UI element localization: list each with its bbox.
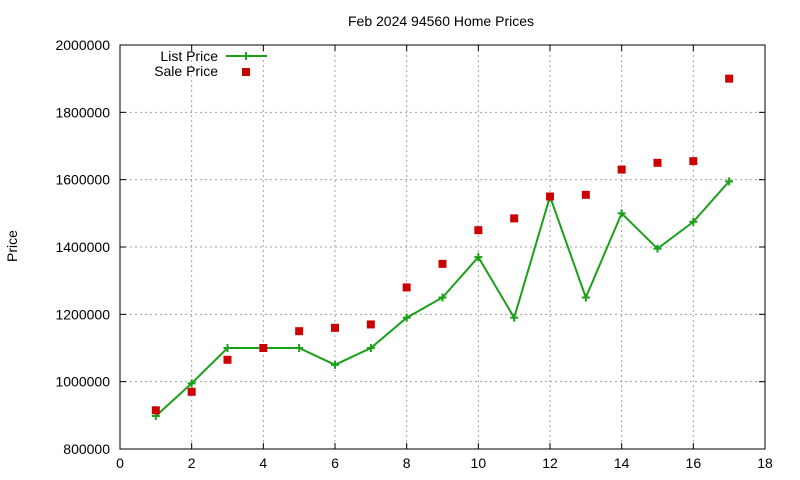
y-tick-label: 1800000 bbox=[55, 104, 110, 120]
y-tick-label: 1200000 bbox=[55, 306, 110, 322]
x-tick-label: 16 bbox=[686, 455, 702, 471]
x-tick-label: 8 bbox=[403, 455, 411, 471]
sale-price-point bbox=[402, 283, 411, 292]
chart-title: Feb 2024 94560 Home Prices bbox=[348, 13, 534, 29]
y-tick-label: 2000000 bbox=[55, 37, 110, 53]
list-price-point bbox=[331, 360, 339, 369]
y-tick-labels: 800000 1000000 1200000 1400000 1600000 180000… bbox=[55, 37, 110, 457]
x-tick-label: 6 bbox=[331, 455, 339, 471]
tick-marks bbox=[119, 44, 766, 450]
grid bbox=[120, 45, 765, 449]
legend-sample-list-price bbox=[226, 52, 267, 60]
sale-price-point bbox=[725, 74, 734, 83]
sale-price-point bbox=[474, 226, 483, 235]
sale-price-point bbox=[653, 158, 662, 167]
x-tick-label: 10 bbox=[471, 455, 487, 471]
x-tick-label: 14 bbox=[614, 455, 630, 471]
y-tick-label: 1600000 bbox=[55, 172, 110, 188]
sale-price-point bbox=[689, 157, 698, 166]
y-tick-label: 1400000 bbox=[55, 239, 110, 255]
series-layer bbox=[151, 74, 734, 421]
list-price-point bbox=[223, 344, 232, 352]
list-price-point bbox=[187, 379, 196, 388]
sale-price-point bbox=[546, 192, 554, 201]
list-price-point bbox=[689, 217, 698, 226]
sale-price-point bbox=[295, 327, 304, 336]
y-tick-label: 1000000 bbox=[55, 374, 110, 390]
list-price-point bbox=[581, 293, 590, 302]
list-price-point bbox=[617, 209, 626, 218]
list-price-point bbox=[725, 177, 734, 186]
x-tick-label: 4 bbox=[259, 455, 267, 471]
list-price-point bbox=[510, 313, 519, 322]
sale-price-point bbox=[151, 406, 160, 415]
plot-border bbox=[119, 44, 766, 450]
sale-price-point bbox=[366, 320, 375, 329]
list-price-point bbox=[474, 253, 483, 262]
sale-price-point bbox=[331, 323, 339, 332]
list-price-point bbox=[438, 293, 447, 302]
list-price-point bbox=[295, 344, 304, 352]
sale-price-point bbox=[510, 214, 519, 223]
legend: List Price Sale Price bbox=[154, 48, 267, 79]
sale-price-point bbox=[259, 344, 268, 352]
x-tick-label: 18 bbox=[757, 455, 773, 471]
sale-price-point bbox=[187, 387, 196, 396]
list-price-point bbox=[653, 244, 662, 253]
legend-label-list-price: List Price bbox=[160, 48, 218, 64]
sale-price-point bbox=[581, 190, 590, 199]
sale-price-point bbox=[617, 165, 626, 174]
list-price-point bbox=[366, 344, 375, 352]
sale-price-point bbox=[223, 355, 232, 364]
x-tick-label: 0 bbox=[116, 455, 124, 471]
sale-price-point bbox=[438, 259, 447, 268]
y-axis-label: Price bbox=[4, 230, 20, 262]
y-tick-label: 800000 bbox=[63, 441, 110, 457]
x-tick-label: 2 bbox=[188, 455, 196, 471]
legend-label-sale-price: Sale Price bbox=[154, 63, 218, 79]
x-tick-label: 12 bbox=[542, 455, 558, 471]
x-tick-labels: 0 2 4 6 8 10 12 14 16 18 bbox=[116, 455, 773, 471]
list-price-point bbox=[402, 313, 411, 322]
legend-sample-sale-price bbox=[242, 68, 250, 76]
